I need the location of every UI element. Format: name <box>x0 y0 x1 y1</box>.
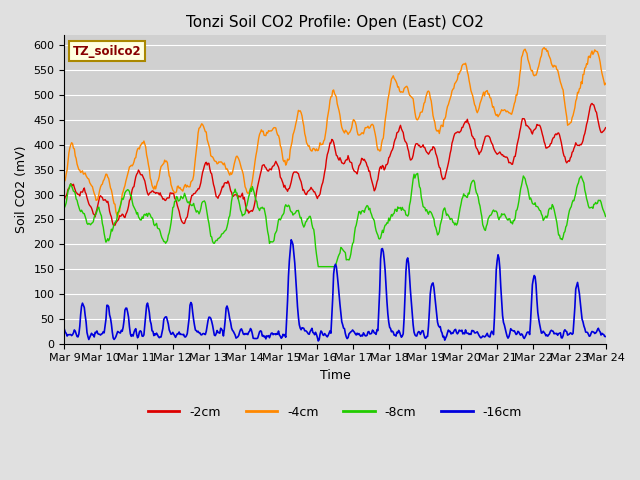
X-axis label: Time: Time <box>319 369 350 382</box>
Text: TZ_soilco2: TZ_soilco2 <box>72 45 141 58</box>
Legend: -2cm, -4cm, -8cm, -16cm: -2cm, -4cm, -8cm, -16cm <box>143 401 527 424</box>
Y-axis label: Soil CO2 (mV): Soil CO2 (mV) <box>15 146 28 233</box>
Title: Tonzi Soil CO2 Profile: Open (East) CO2: Tonzi Soil CO2 Profile: Open (East) CO2 <box>186 15 484 30</box>
